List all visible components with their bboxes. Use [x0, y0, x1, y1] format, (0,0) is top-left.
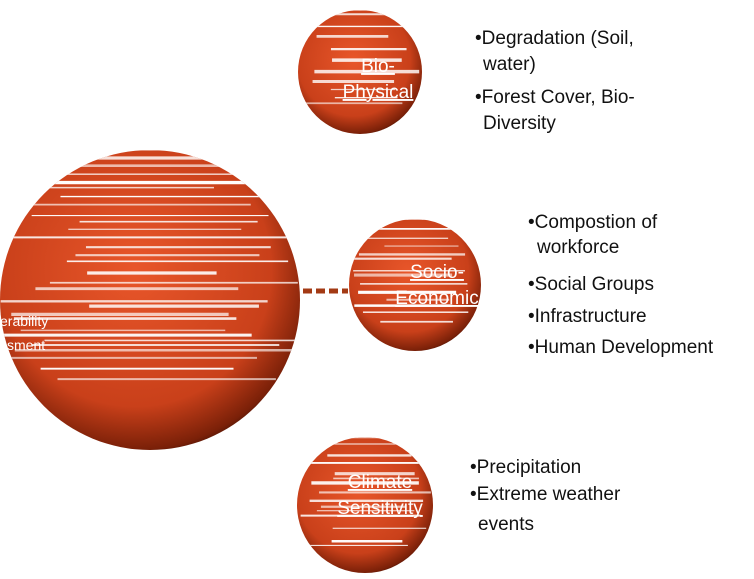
bullet: Diversity [483, 113, 556, 134]
bullet: •Extreme weather [470, 484, 621, 505]
bullet: •Human Development [528, 337, 714, 358]
bullet: events [478, 514, 534, 535]
bullet: •Social Groups [528, 274, 654, 295]
circle [0, 150, 300, 450]
bullet: •Precipitation [470, 457, 581, 478]
node-label: Physical [343, 82, 414, 103]
center-label: ssment [0, 337, 45, 353]
bullet: •Degradation (Soil, [475, 28, 634, 49]
node-label: Sensitivity [337, 498, 423, 519]
node-label: Bio- [361, 56, 395, 77]
node-label: Economic [395, 288, 478, 309]
bullet: water) [482, 54, 536, 75]
bullet: workforce [536, 237, 619, 258]
node-label: Socio- [410, 262, 464, 283]
diagram: erability ssment Bio- Physical •Degradat… [0, 0, 754, 579]
bullet: •Infrastructure [528, 306, 647, 327]
bullet: •Forest Cover, Bio- [475, 87, 635, 108]
center-label: erability [0, 313, 48, 329]
node-label: Climate [348, 472, 412, 493]
page: erability ssment Bio- Physical •Degradat… [0, 0, 754, 579]
bullet: •Compostion of [528, 212, 658, 233]
